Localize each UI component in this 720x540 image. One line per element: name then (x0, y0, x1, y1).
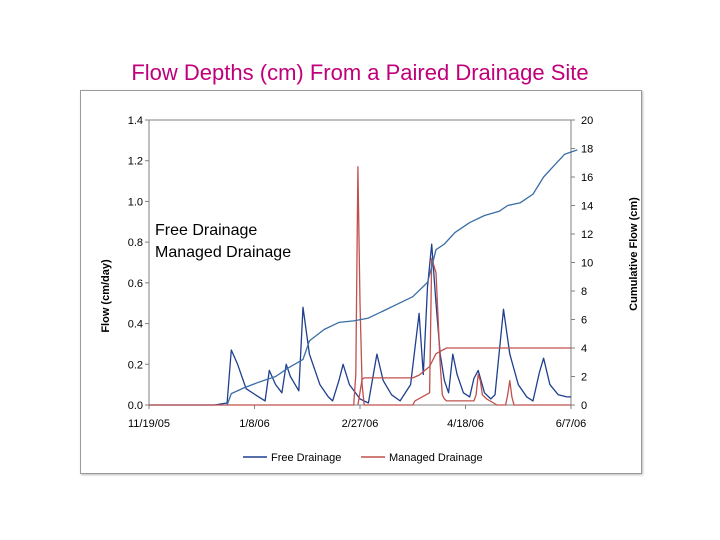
overlay-label-free: Free Drainage (155, 222, 258, 239)
y2-tick-label: 20 (581, 115, 593, 127)
y-axis-right-ticks: 0 2 4 6 8 10 12 14 16 18 20 (571, 115, 593, 412)
y-tick-label: 0.2 (128, 359, 143, 371)
series-layer (149, 149, 578, 406)
x-tick-label: 6/7/06 (556, 418, 587, 430)
y-tick-label: 1.2 (128, 156, 143, 168)
x-tick-label: 4/18/06 (447, 418, 484, 430)
y-axis-left-title: Flow (cm/day) (100, 259, 112, 333)
slide-title: Flow Depths (cm) From a Paired Drainage … (131, 60, 589, 85)
y-axis-right-title: Cumulative Flow (cm) (628, 197, 640, 311)
y-tick-label: 0.4 (128, 319, 143, 331)
y2-tick-label: 0 (581, 400, 587, 412)
y-tick-label: 1.0 (128, 196, 143, 208)
y2-tick-label: 18 (581, 144, 593, 156)
y2-tick-label: 6 (581, 315, 587, 327)
y2-tick-label: 14 (581, 201, 593, 213)
y-tick-label: 0.8 (128, 237, 143, 249)
series-free-drainage-line (149, 243, 571, 406)
series-free-cumulative-line (226, 149, 578, 406)
x-axis-ticks: 11/19/05 1/8/06 2/27/06 4/18/06 6/7/06 (128, 405, 586, 430)
y2-tick-label: 12 (581, 229, 593, 241)
overlay-label-managed: Managed Drainage (155, 244, 292, 261)
y-tick-label: 1.4 (128, 115, 143, 127)
series-managed-drainage-line (149, 166, 571, 406)
legend-label-free: Free Drainage (271, 452, 341, 464)
y2-tick-label: 4 (581, 343, 587, 355)
y-axis-left-ticks: 0.0 0.2 0.4 0.6 0.8 1.0 1.2 1.4 (128, 115, 149, 412)
y2-tick-label: 10 (581, 258, 593, 270)
x-tick-label: 2/27/06 (342, 418, 379, 430)
y-tick-label: 0.6 (128, 278, 143, 290)
chart-frame: 0.0 0.2 0.4 0.6 0.8 1.0 1.2 1.4 0 2 4 6 8 10 12 14 16 18… (80, 90, 642, 474)
chart-svg: 0.0 0.2 0.4 0.6 0.8 1.0 1.2 1.4 0 2 4 6 8 10 12 14 16 18… (100, 115, 640, 464)
series-managed-cumulative-line (357, 347, 571, 406)
y2-tick-label: 16 (581, 172, 593, 184)
x-tick-label: 1/8/06 (239, 418, 270, 430)
x-tick-label: 11/19/05 (128, 418, 170, 430)
legend: Free Drainage Managed Drainage (243, 452, 483, 464)
y2-tick-label: 8 (581, 286, 587, 298)
y-tick-label: 0.0 (128, 400, 143, 412)
y2-tick-label: 2 (581, 372, 587, 384)
legend-label-managed: Managed Drainage (389, 452, 483, 464)
